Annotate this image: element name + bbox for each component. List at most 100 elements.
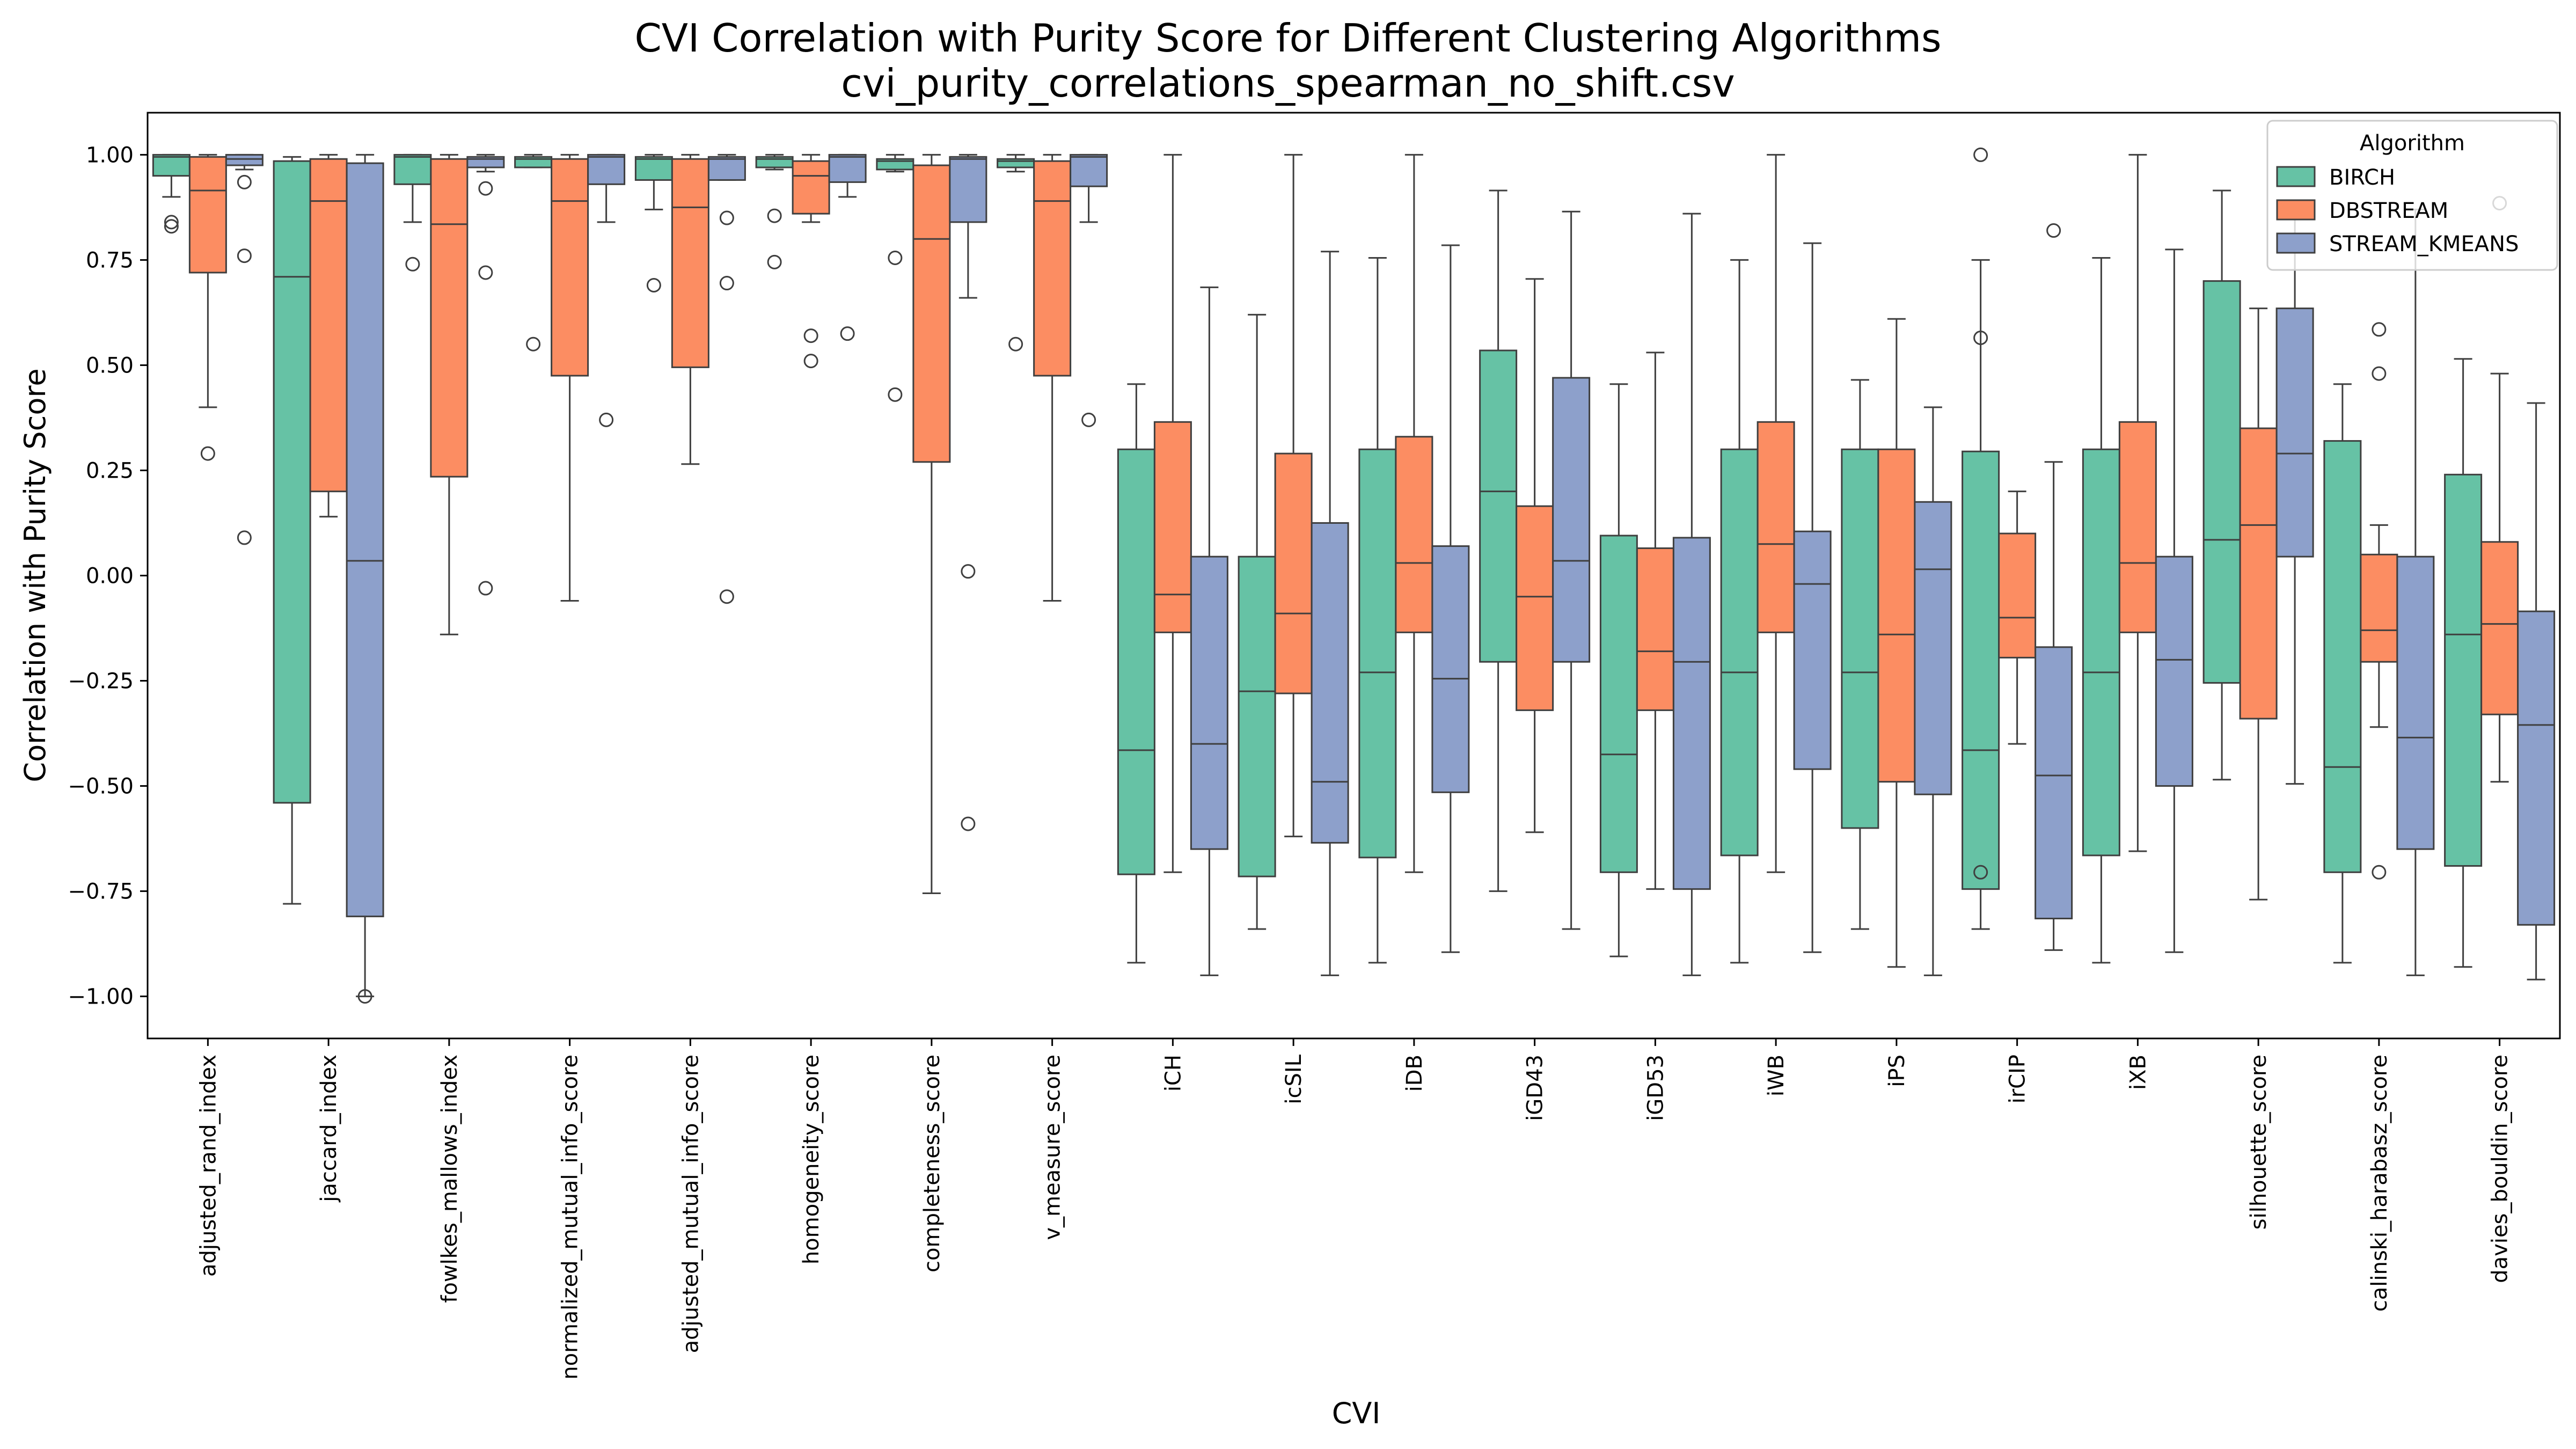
box-dbstream: [912, 153, 951, 894]
box-iqr: [1358, 448, 1397, 859]
box-iqr: [2323, 440, 2362, 873]
box-birch: [1841, 379, 1879, 930]
box-iqr: [1914, 501, 1952, 795]
box-iqr: [1998, 532, 2037, 658]
box-iqr: [792, 160, 830, 215]
x-tick-label: normalized_mutual_info_score: [558, 1055, 583, 1380]
box-stream-kmeans: [2035, 223, 2073, 951]
box-stream-kmeans: [466, 153, 505, 596]
outlier-point: [599, 412, 614, 427]
x-tick-label: iDB: [1402, 1055, 1427, 1092]
box-iqr: [2517, 610, 2556, 926]
box-iqr: [2118, 421, 2157, 633]
box-iqr: [2480, 541, 2519, 715]
box-iqr: [1153, 421, 1192, 633]
outlier-point: [719, 589, 734, 604]
outlier-point: [200, 446, 215, 461]
x-tick-label: calinski_harabasz_score: [2367, 1055, 2392, 1312]
box-iqr: [1672, 537, 1711, 890]
legend-swatch: [2276, 232, 2316, 254]
x-tick-label: v_measure_score: [1041, 1055, 1065, 1240]
box-stream-kmeans: [1311, 251, 1349, 976]
box-iqr: [393, 153, 432, 185]
x-tick-label: homogeneity_score: [799, 1055, 824, 1264]
outlier-point: [164, 219, 179, 234]
outlier-point: [526, 336, 541, 352]
box-stream-kmeans: [2517, 402, 2556, 980]
x-tick-label: silhouette_score: [2246, 1055, 2271, 1230]
outlier-point: [803, 328, 818, 343]
outlier-point: [478, 265, 493, 280]
chart-subtitle: cvi_purity_correlations_spearman_no_shif…: [841, 61, 1735, 106]
outlier-point: [840, 326, 855, 341]
x-tick-label: icSIL: [1282, 1054, 1306, 1104]
box-birch: [1720, 259, 1759, 964]
box-iqr: [1552, 377, 1591, 663]
outlier-point: [767, 254, 782, 269]
box-dbstream: [792, 153, 830, 369]
outlier-point: [478, 581, 493, 596]
box-dbstream: [1998, 491, 2037, 745]
box-iqr: [1962, 450, 2000, 890]
box-stream-kmeans: [1672, 213, 1711, 976]
box-birch: [2323, 383, 2362, 964]
legend-label: DBSTREAM: [2329, 199, 2448, 223]
outlier-point: [719, 276, 734, 291]
box-dbstream: [1274, 153, 1313, 838]
x-tick-label: iWB: [1764, 1055, 1789, 1096]
outlier-point: [1973, 330, 1988, 345]
box-birch: [997, 153, 1035, 352]
box-iqr: [1516, 505, 1554, 711]
box-iqr: [587, 153, 626, 185]
box-stream-kmeans: [1190, 286, 1228, 976]
box-iqr: [2155, 555, 2193, 787]
x-tick-label: iGD53: [1643, 1055, 1668, 1121]
box-birch: [1238, 313, 1276, 930]
box-iqr: [2035, 646, 2073, 920]
legend-label: BIRCH: [2329, 165, 2395, 190]
box-iqr: [1479, 349, 1518, 663]
outlier-point: [237, 530, 252, 545]
outlier-point: [888, 251, 903, 266]
legend-swatch: [2276, 166, 2316, 187]
x-tick-label: adjusted_mutual_info_score: [678, 1055, 703, 1353]
y-tick-label: −0.50: [68, 774, 134, 799]
box-iqr: [2275, 308, 2314, 558]
box-iqr: [2082, 448, 2120, 857]
box-dbstream: [1033, 153, 1072, 602]
outlier-point: [961, 564, 976, 579]
x-tick-label: davies_bouldin_score: [2488, 1055, 2513, 1283]
outlier-point: [888, 387, 903, 402]
outlier-point: [164, 215, 179, 230]
box-iqr: [1395, 436, 1433, 633]
box-stream-kmeans: [2155, 248, 2193, 953]
box-dbstream: [1153, 153, 1192, 873]
box-iqr: [997, 158, 1035, 169]
box-iqr: [2444, 473, 2483, 867]
box-birch: [876, 153, 914, 402]
box-iqr: [2360, 553, 2398, 663]
plot-frame: [147, 112, 2561, 1040]
box-iqr: [2239, 427, 2278, 720]
box-birch: [1117, 383, 1155, 964]
box-iqr: [309, 158, 348, 493]
box-dbstream: [430, 153, 469, 635]
box-dbstream: [1636, 352, 1674, 890]
outlier-point: [2372, 366, 2387, 381]
box-dbstream: [2360, 322, 2398, 880]
box-stream-kmeans: [707, 153, 746, 604]
y-tick-label: −1.00: [68, 985, 134, 1009]
y-tick-label: 0.50: [86, 353, 134, 378]
box-iqr: [2202, 280, 2241, 684]
box-iqr: [1117, 448, 1155, 875]
box-iqr: [671, 158, 709, 368]
box-dbstream: [2480, 196, 2519, 783]
box-stream-kmeans: [346, 153, 384, 1004]
x-tick-label: completeness_score: [920, 1055, 945, 1272]
x-tick-label: adjusted_rand_index: [196, 1055, 221, 1277]
x-axis-label: CVI: [1332, 1396, 1381, 1430]
box-birch: [1479, 189, 1518, 892]
box-iqr: [1793, 530, 1832, 770]
box-stream-kmeans: [1793, 242, 1832, 953]
